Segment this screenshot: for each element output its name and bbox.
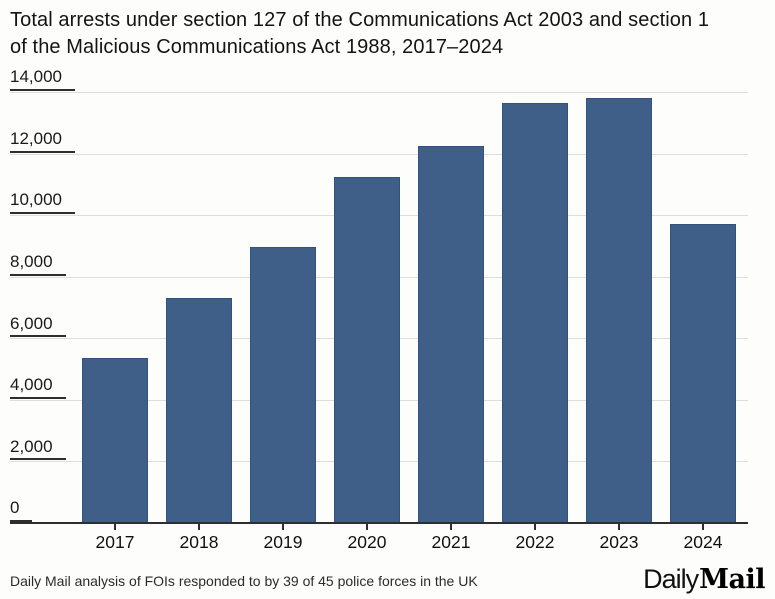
x-axis-line bbox=[10, 522, 748, 524]
x-axis-tick bbox=[198, 523, 200, 530]
dailymail-logo: DailyMail bbox=[643, 564, 765, 595]
plot-area: 0 2,000 4,000 6,000 8,000 10,000 12,000 14,000 2… bbox=[10, 68, 748, 552]
bar-2024 bbox=[670, 224, 736, 523]
x-axis-tick-label: 2022 bbox=[515, 532, 555, 552]
y-axis-tick-label: 10,000 bbox=[10, 191, 75, 215]
bar-2019 bbox=[250, 247, 316, 523]
bar-2020 bbox=[334, 177, 400, 523]
x-axis-tick bbox=[702, 523, 704, 530]
bar-2023 bbox=[586, 98, 652, 523]
x-axis-tick-label: 2017 bbox=[95, 532, 135, 552]
x-axis-tick bbox=[282, 523, 284, 530]
x-axis-tick-label: 2024 bbox=[683, 532, 723, 552]
x-axis-tick bbox=[114, 523, 116, 530]
y-axis-tick-label: 2,000 bbox=[10, 437, 66, 461]
x-axis-tick bbox=[618, 523, 620, 530]
y-axis-tick-label: 4,000 bbox=[10, 375, 66, 399]
x-axis-tick-label: 2021 bbox=[431, 532, 471, 552]
bar-2018 bbox=[166, 298, 232, 523]
logo-daily-text: Daily bbox=[643, 564, 699, 594]
gridline bbox=[10, 153, 748, 155]
x-axis-tick-label: 2018 bbox=[179, 532, 219, 552]
y-axis-tick-label: 12,000 bbox=[10, 129, 75, 153]
x-axis-tick-label: 2020 bbox=[347, 532, 387, 552]
bar-2017 bbox=[82, 358, 148, 523]
x-axis-tick-label: 2019 bbox=[263, 532, 303, 552]
bar-2022 bbox=[502, 103, 568, 523]
y-axis-tick-label: 14,000 bbox=[10, 68, 75, 91]
x-axis-tick bbox=[366, 523, 368, 530]
logo-mail-text: Mail bbox=[699, 564, 765, 595]
chart-title-line1: Total arrests under section 127 of the C… bbox=[10, 9, 710, 31]
footer: Daily Mail analysis of FOIs responded to… bbox=[10, 564, 765, 595]
bar-2021 bbox=[418, 146, 484, 523]
x-axis-tick bbox=[534, 523, 536, 530]
chart-title: Total arrests under section 127 of the C… bbox=[10, 7, 770, 61]
x-axis-tick bbox=[450, 523, 452, 530]
gridline bbox=[10, 92, 748, 93]
chart-title-line2: of the Malicious Communications Act 1988… bbox=[10, 36, 504, 58]
y-axis-tick-label: 0 bbox=[10, 499, 33, 522]
source-note: Daily Mail analysis of FOIs responded to… bbox=[10, 573, 478, 589]
y-axis-tick-label: 8,000 bbox=[10, 252, 66, 276]
x-axis-tick-label: 2023 bbox=[599, 532, 639, 552]
y-axis-tick-label: 6,000 bbox=[10, 314, 66, 338]
